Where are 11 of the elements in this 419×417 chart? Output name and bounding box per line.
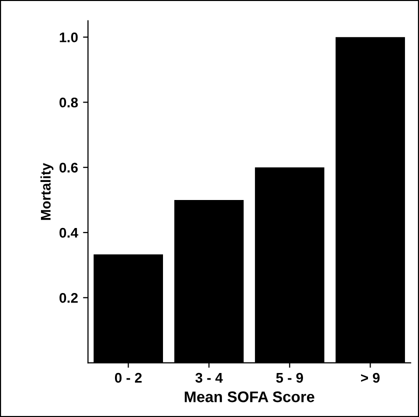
x-axis-title: Mean SOFA Score (184, 391, 314, 402)
x-tick-label: 3 - 4 (195, 372, 223, 383)
y-tick-label: 1.0 (60, 32, 78, 42)
x-tick-label: > 9 (361, 372, 380, 383)
y-tick-label: 0.4 (60, 228, 78, 238)
y-tick-label: 0.2 (60, 292, 78, 303)
y-tick-label: 0.8 (60, 98, 78, 108)
x-tick-label: 5 - 9 (276, 372, 304, 383)
y-axis-title: Mortality (40, 162, 54, 220)
x-tick-label: 0 - 2 (114, 372, 142, 383)
y-tick-label: 0.6 (60, 162, 78, 173)
